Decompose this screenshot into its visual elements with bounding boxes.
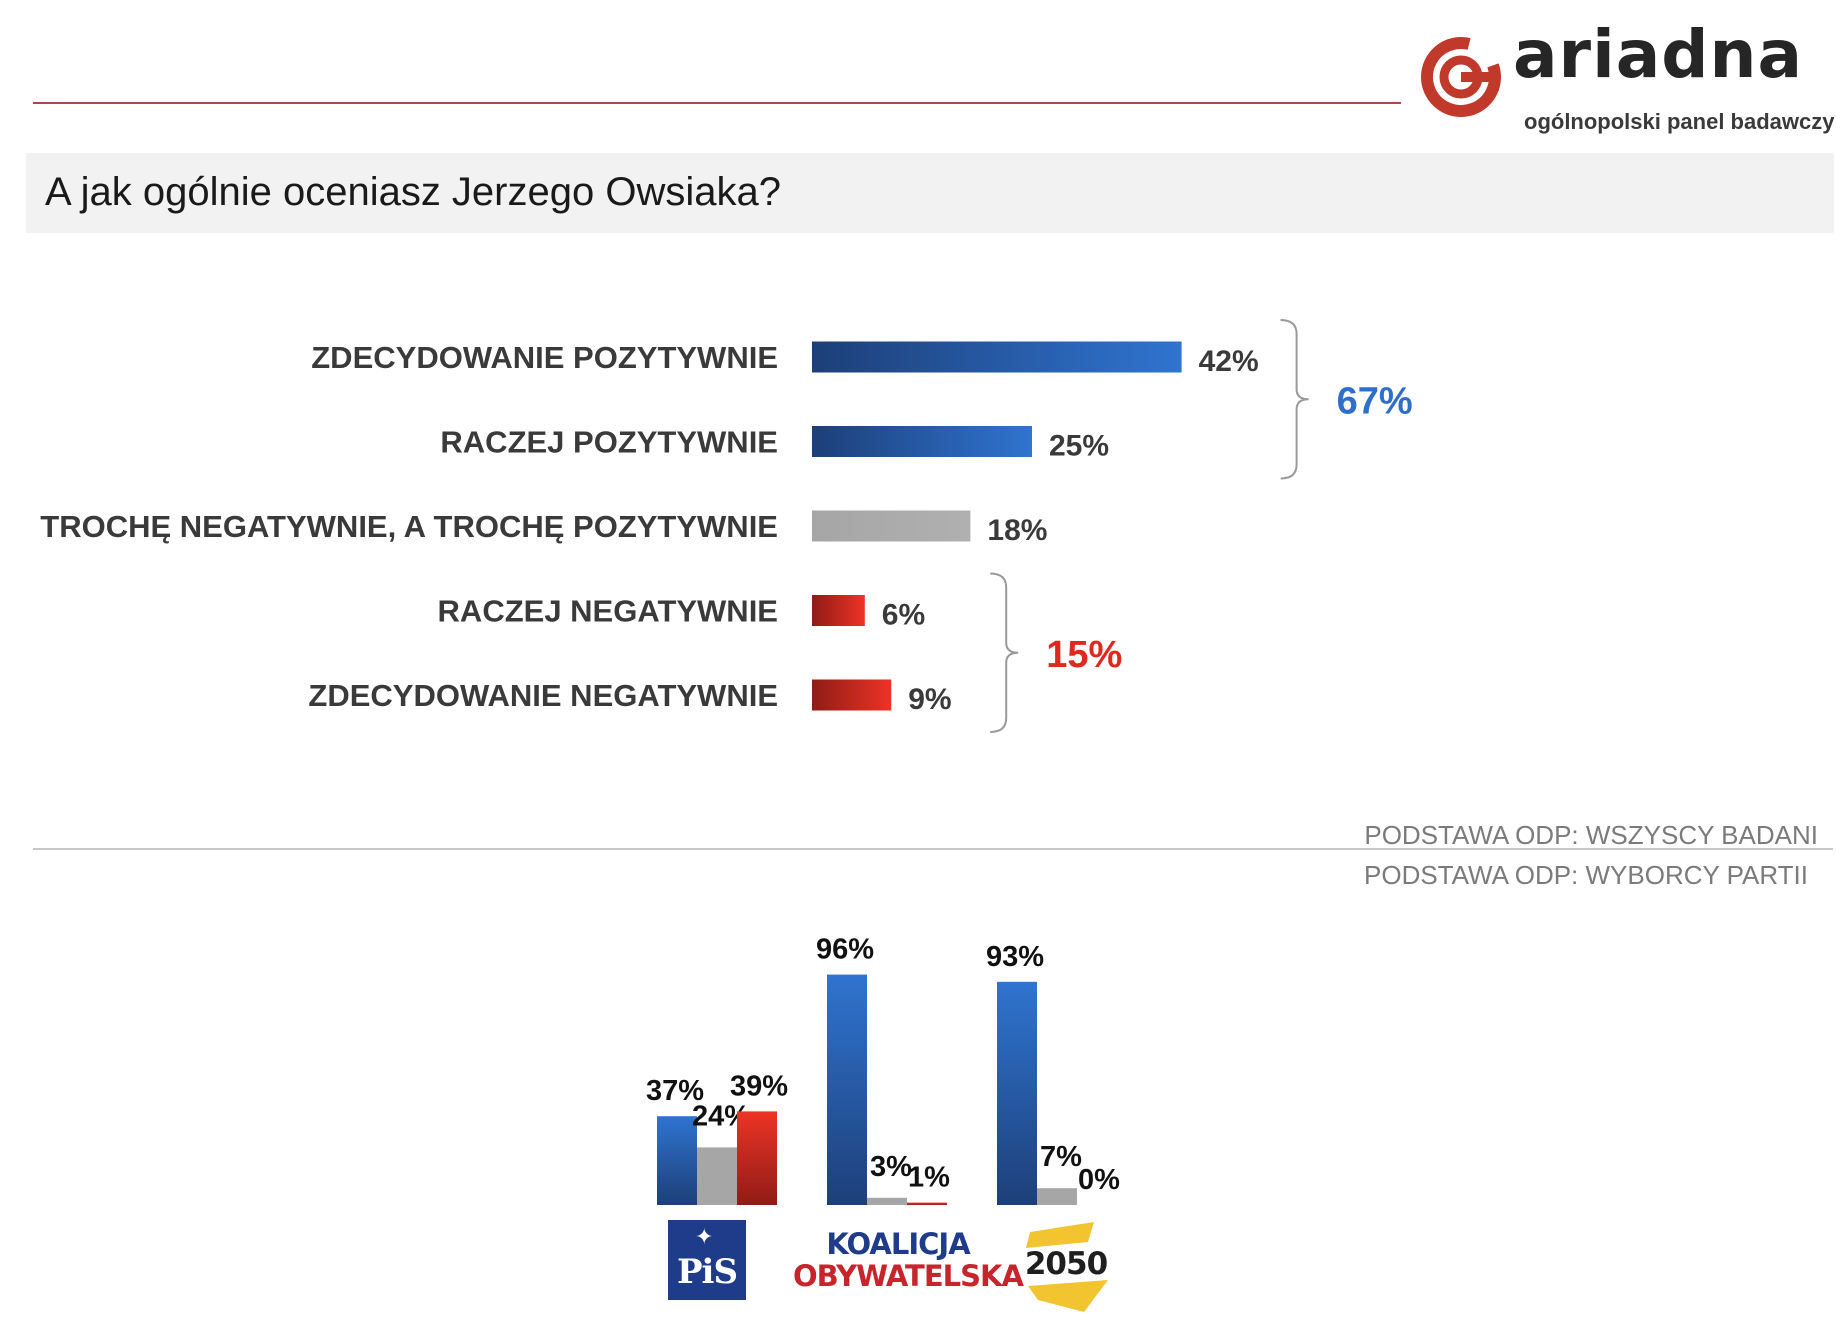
category-label: RACZEJ POZYTYWNIE <box>440 425 778 460</box>
category-label: TROCHĘ NEGATYWNIE, A TROCHĘ POZYTYWNIE <box>40 509 778 544</box>
bar <box>657 1116 697 1205</box>
value-label: 6% <box>882 599 925 632</box>
ariadna-logo-icon <box>1421 37 1501 117</box>
bar <box>1037 1188 1077 1205</box>
value-label: 9% <box>908 683 951 716</box>
logo-tagline: ogólnopolski panel badawczy <box>1524 109 1835 134</box>
bar <box>812 679 892 711</box>
base-parties-note: PODSTAWA ODP: WYBORCY PARTII <box>1364 860 1808 890</box>
value-label: 42% <box>1199 345 1259 378</box>
category-label: ZDECYDOWANIE NEGATYWNIE <box>308 678 778 713</box>
polska2050-logo: 2050 <box>1024 1220 1116 1312</box>
category-label: ZDECYDOWANIE POZYTYWNIE <box>311 340 778 375</box>
group-bracket <box>990 572 1019 733</box>
value-label: 37% <box>646 1075 704 1107</box>
ariadna-logo: ariadna ogólnopolski panel badawczy <box>1418 22 1835 138</box>
bar <box>812 341 1182 373</box>
party-bar-chart: 37%24%39%96%3%1%93%7%0% <box>646 934 1120 1205</box>
pis-logo: ✦ PiS <box>668 1220 746 1300</box>
bar <box>737 1111 777 1205</box>
polska2050-logo-shape <box>1026 1222 1108 1312</box>
section-divider <box>33 848 1833 850</box>
rating-bar-chart: ZDECYDOWANIE POZYTYWNIE 42% RACZEJ POZYTYW… <box>40 319 1413 733</box>
bar <box>812 510 971 542</box>
question-title: A jak ogólnie oceniasz Jerzego Owsiaka? <box>45 170 781 214</box>
polska2050-logo-text: 2050 <box>1024 1246 1108 1282</box>
bar <box>697 1147 737 1205</box>
bar <box>907 1202 947 1205</box>
logo-wordmark: ariadna <box>1513 16 1804 93</box>
value-label: 0% <box>1078 1164 1120 1196</box>
value-label: 93% <box>986 941 1044 973</box>
ko-logo-line1: KOALICJA <box>826 1227 970 1261</box>
question-banner: A jak ogólnie oceniasz Jerzego Owsiaka? <box>26 153 1834 233</box>
value-label: 3% <box>870 1151 912 1183</box>
group-bracket <box>1280 319 1309 480</box>
value-label: 96% <box>816 934 874 966</box>
bar <box>997 981 1037 1205</box>
base-all-note: PODSTAWA ODP: WSZYSCY BADANI <box>1364 820 1818 850</box>
bar <box>867 1197 907 1205</box>
value-label: 1% <box>908 1162 950 1194</box>
value-label: 18% <box>987 514 1047 547</box>
group-total-label: 67% <box>1337 380 1413 422</box>
group-total-label: 15% <box>1046 634 1122 676</box>
value-label: 25% <box>1049 430 1109 463</box>
bar <box>827 974 867 1205</box>
ko-logo-line2: OBYWATELSKA <box>793 1259 1024 1293</box>
value-label: 39% <box>730 1070 788 1102</box>
eagle-icon: ✦ <box>695 1224 714 1249</box>
pis-logo-text: PiS <box>676 1252 738 1292</box>
header-rule <box>33 102 1401 104</box>
ko-logo: KOALICJA OBYWATELSKA <box>793 1227 1024 1300</box>
value-label: 7% <box>1040 1141 1082 1173</box>
bar <box>812 595 865 626</box>
bar <box>812 426 1032 457</box>
category-label: RACZEJ NEGATYWNIE <box>438 594 778 629</box>
